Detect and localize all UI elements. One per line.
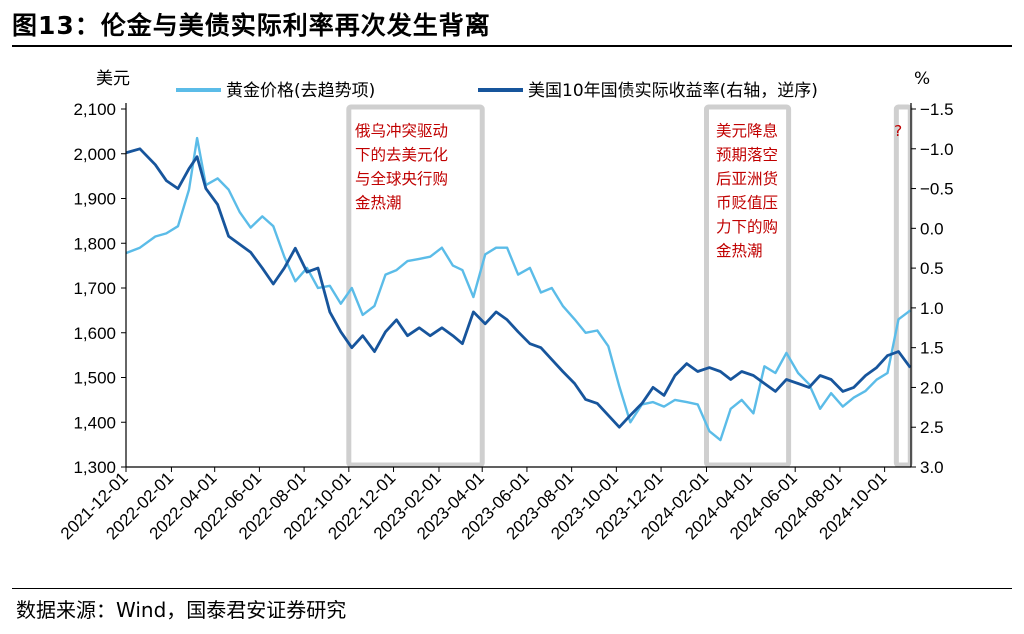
footer-rule [12, 588, 1012, 589]
right-tick-label: 1.5 [920, 339, 944, 358]
right-tick-label: −1.5 [920, 100, 954, 119]
annotation-2-line: 后亚洲货 [716, 170, 778, 188]
title-rule [12, 45, 1012, 47]
series-layer [125, 136, 912, 442]
chart-title: 图13：伦金与美债实际利率再次发生背离 [12, 11, 491, 40]
annotation-1-line: 下的去美元化 [355, 146, 448, 164]
left-tick-label: 2,000 [73, 145, 116, 164]
annotation-2-line: 预期落空 [716, 146, 778, 164]
highlight-boxes [346, 104, 913, 468]
legend: 黄金价格(去趋势项) 美国10年国债实际收益率(右轴，逆序) [176, 81, 818, 101]
annotation-2-line: 力下的购 [716, 218, 778, 236]
left-tick-label: 1,400 [73, 413, 116, 432]
annotations: 俄乌冲突驱动下的去美元化与全球央行购金热潮美元降息预期落空后亚洲货币贬值压力下的… [355, 122, 902, 260]
left-tick-label: 2,100 [73, 100, 116, 119]
left-tick-label: 1,600 [73, 324, 116, 343]
right-tick-label: 3.0 [920, 458, 944, 477]
highlight-box-3 [893, 104, 913, 468]
annotation-1-line: 金热潮 [355, 194, 402, 212]
right-tick-label: 0.5 [920, 259, 944, 278]
legend-label-gold: 黄金价格(去趋势项) [226, 81, 375, 101]
right-unit-label: % [914, 69, 930, 89]
annotation-3-line: ? [894, 122, 902, 140]
legend-label-yield: 美国10年国债实际收益率(右轴，逆序) [528, 81, 818, 101]
highlight-box-2 [704, 104, 792, 468]
series-gold-price-line [125, 136, 912, 442]
left-tick-label: 1,300 [73, 458, 116, 477]
right-tick-label: −0.5 [920, 180, 954, 199]
chart: 1,300 1,400 1,500 1,600 1,700 1,800 1,900 2,000… [57, 69, 954, 543]
right-tick-label: 2.0 [920, 378, 944, 397]
left-tick-label: 1,500 [73, 369, 116, 388]
left-tick-label: 1,900 [73, 190, 116, 209]
left-unit-label: 美元 [96, 69, 130, 89]
source-note: 数据来源：Wind，国泰君安证券研究 [16, 598, 347, 622]
annotation-1-line: 俄乌冲突驱动 [355, 122, 448, 140]
annotation-1-line: 与全球央行购 [355, 170, 448, 188]
series-us10y-real-yield-line [125, 147, 912, 429]
right-tick-label: 1.0 [920, 299, 944, 318]
left-tick-label: 1,800 [73, 234, 116, 253]
right-tick-label: 0.0 [920, 219, 944, 238]
annotation-2-line: 币贬值压 [716, 194, 778, 212]
right-tick-label: 2.5 [920, 418, 944, 437]
highlight-box-1 [346, 104, 485, 468]
axes: 1,300 1,400 1,500 1,600 1,700 1,800 1,900 2,000… [57, 69, 954, 543]
right-tick-label: −1.0 [920, 140, 954, 159]
annotation-2-line: 美元降息 [716, 122, 778, 140]
annotation-2-line: 金热潮 [716, 242, 763, 260]
left-tick-label: 1,700 [73, 279, 116, 298]
